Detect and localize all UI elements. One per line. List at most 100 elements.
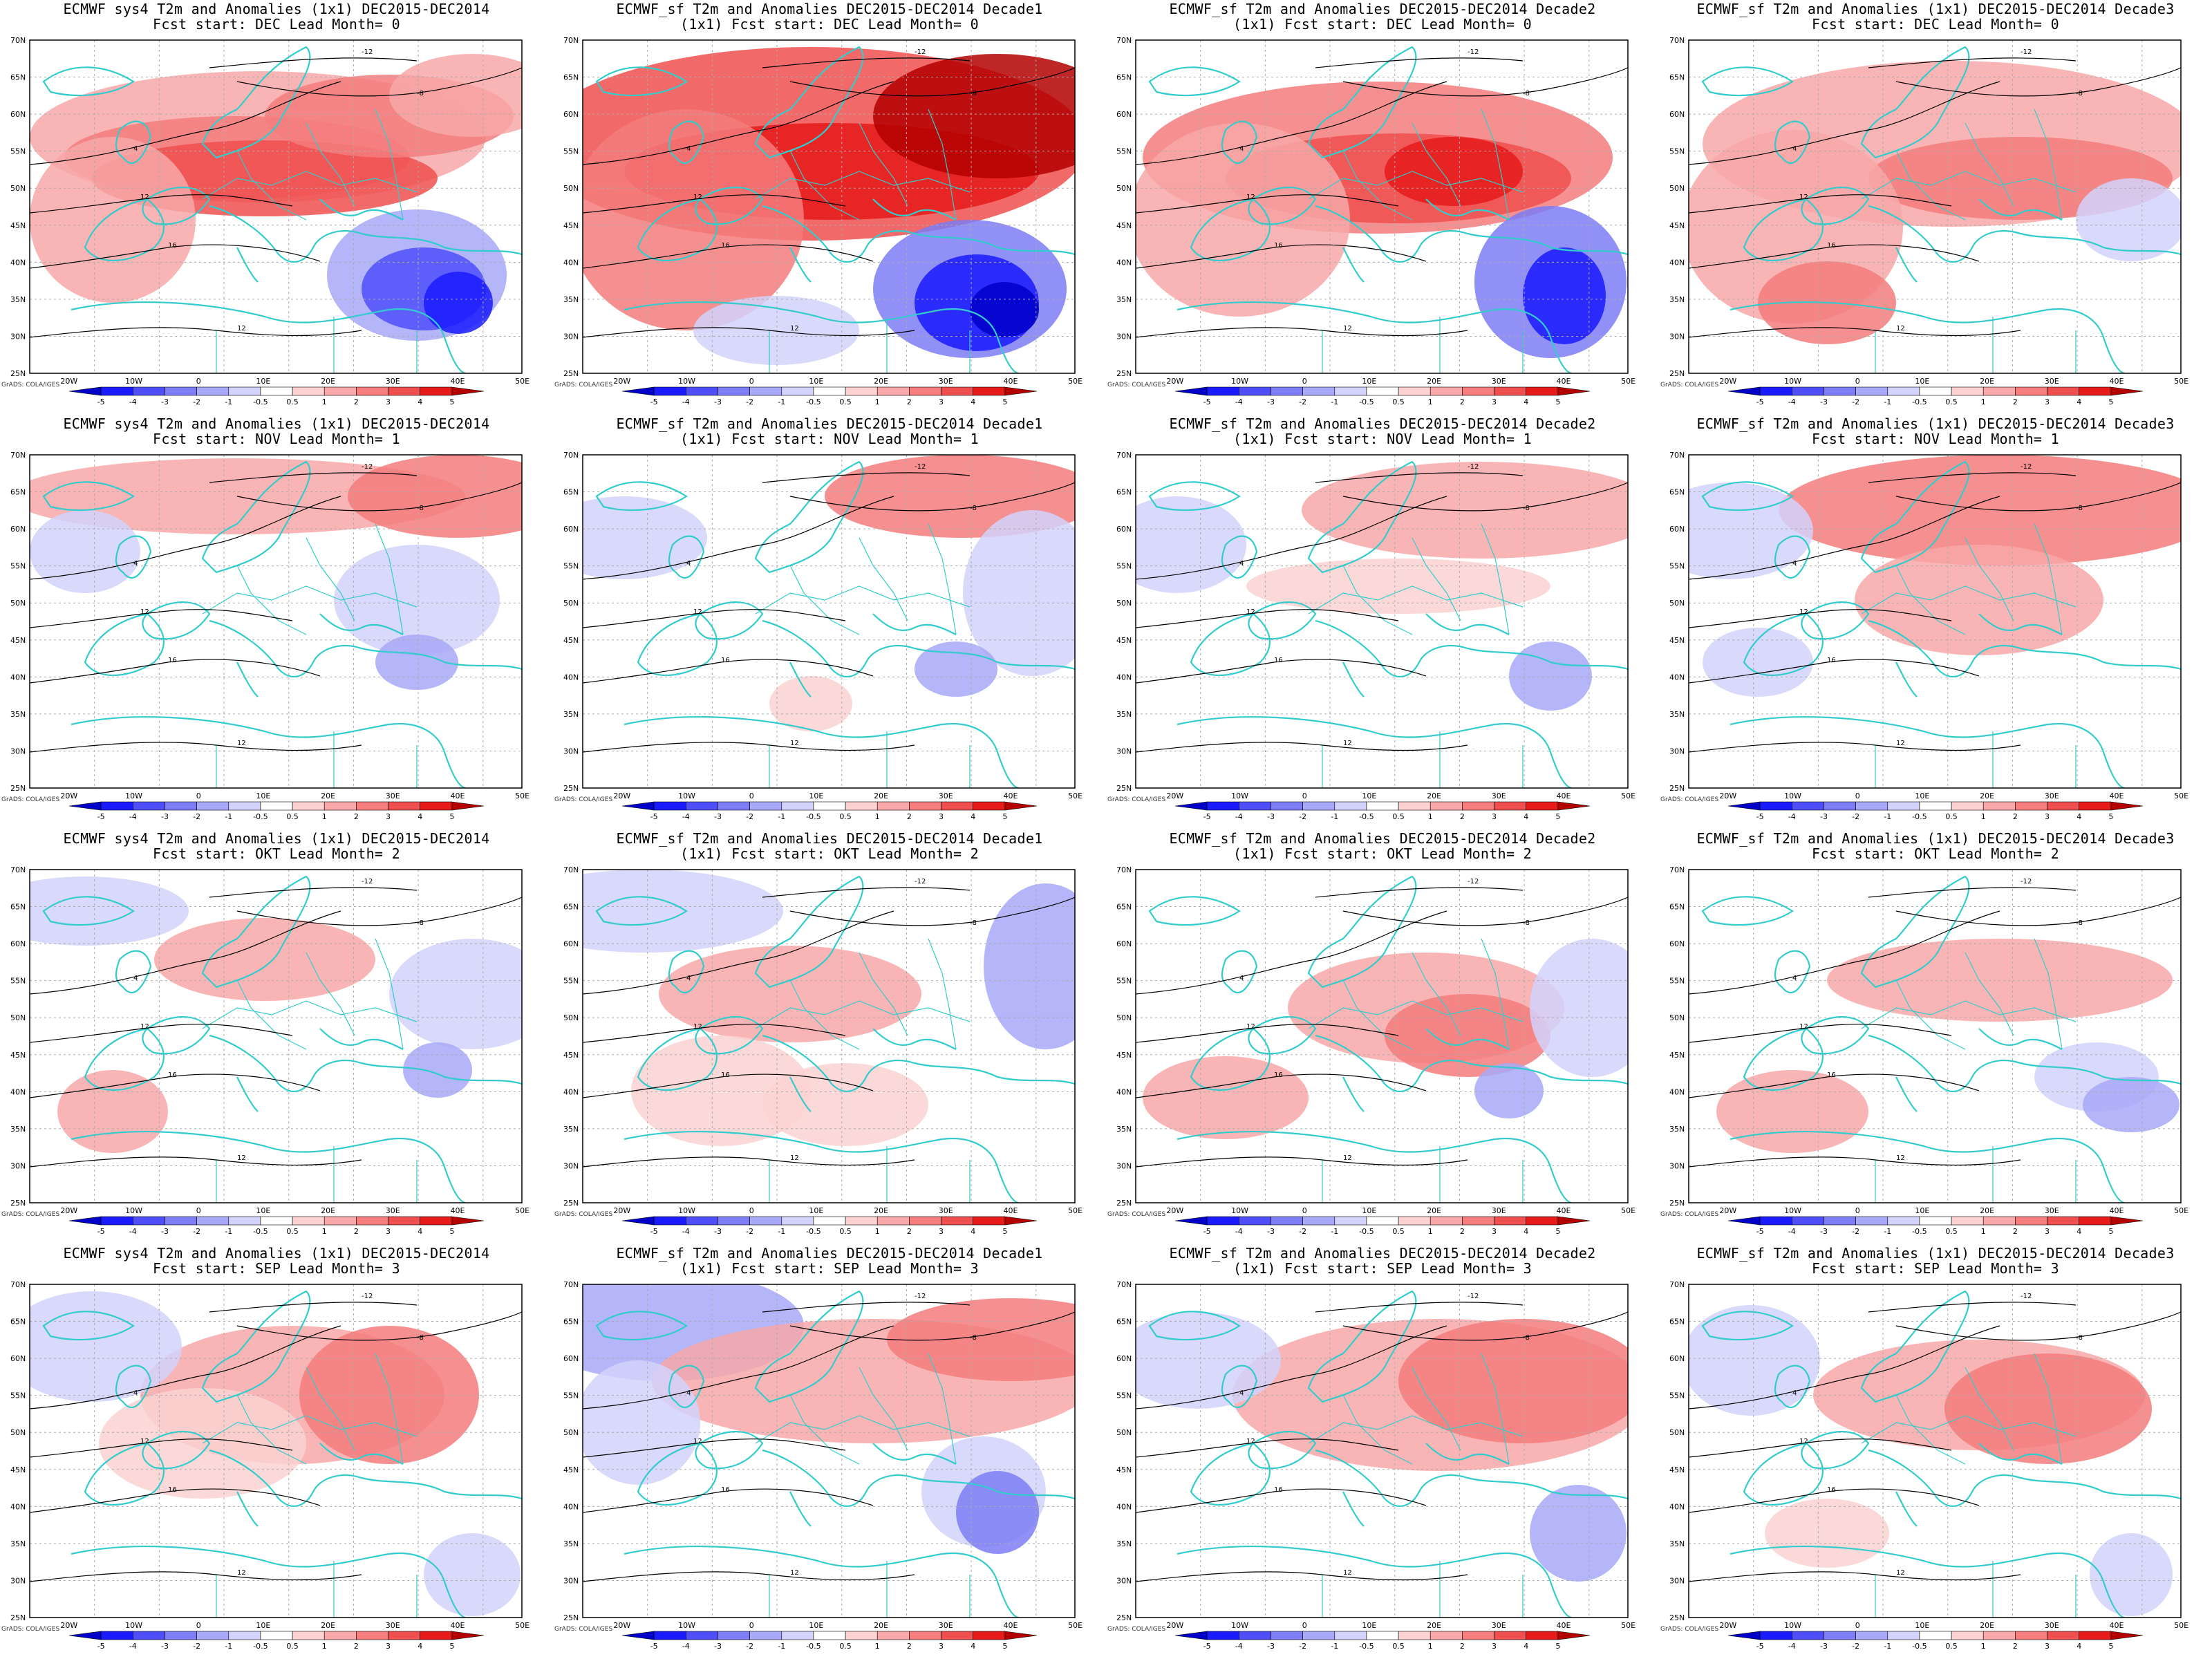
contour-label: 12	[237, 1569, 246, 1577]
colorbar-segment	[941, 1631, 973, 1640]
colorbar-segment	[1824, 386, 1856, 396]
anomaly-shading	[583, 870, 1075, 1146]
panel-title: ECMWF sys4 T2m and Anomalies (1x1) DEC20…	[0, 416, 553, 447]
anomaly-region	[1530, 1485, 1627, 1582]
colorbar-segment	[909, 801, 941, 811]
coastline	[201, 875, 311, 988]
colorbar-segment	[1174, 1631, 1208, 1640]
colorbar-tick-label: -2	[746, 1227, 753, 1236]
colorbar-segment	[100, 1631, 133, 1640]
coastline	[42, 66, 135, 97]
contour-label: -8	[2076, 1334, 2083, 1342]
contour-label: 12	[1896, 1569, 1905, 1577]
lon-tick-label: 10W	[1784, 1621, 1801, 1630]
contour-label: 4	[133, 975, 138, 982]
panel-title-line2: Fcst start: DEC Lead Month= 0	[153, 16, 400, 32]
colorbar-tick-label: 4	[971, 1642, 975, 1651]
colorbar-segment	[973, 1216, 1006, 1226]
colorbar-segment	[451, 1216, 485, 1226]
lon-tick-label: 20E	[874, 1206, 888, 1215]
border-line	[1342, 980, 1413, 1050]
graticule	[30, 40, 522, 373]
coastline	[84, 1027, 165, 1091]
panel-title-line1: ECMWF_sf T2m and Anomalies DEC2015-DEC20…	[616, 830, 1043, 847]
coastline	[201, 460, 311, 574]
colorbar-tick-label: -5	[650, 1227, 658, 1236]
lat-tick-label: 60N	[1669, 525, 1685, 534]
colorbar-segment	[228, 386, 261, 396]
coastline	[668, 1365, 705, 1409]
colorbar-tick-label: -0.5	[1359, 812, 1374, 821]
lon-tick-label: 20E	[874, 377, 888, 386]
lon-tick-label: 50E	[1068, 1621, 1082, 1630]
colorbar-segment	[813, 386, 846, 396]
colorbar-tick-label: -3	[161, 1227, 169, 1236]
colorbar-tick-label: -0.5	[253, 1227, 268, 1236]
colorbar-segment	[420, 1631, 453, 1640]
lat-tick-label: 50N	[563, 1428, 579, 1437]
panel-title: ECMWF_sf T2m and Anomalies DEC2015-DEC20…	[553, 1, 1106, 32]
border-line	[1861, 585, 2077, 615]
contour-line	[236, 482, 522, 512]
coastline	[1730, 716, 2105, 753]
colorbar: -5 -4 -3 -2 -1 -0.5 0.5 1 2 3 4 5	[1727, 386, 2144, 406]
contour-line	[583, 1074, 874, 1098]
lon-tick-label: 0	[1302, 377, 1307, 386]
coastline	[872, 613, 957, 635]
border-line	[2034, 109, 2063, 221]
panel-title-line1: ECMWF_sf T2m and Anomalies (1x1) DEC2015…	[1696, 415, 2175, 432]
colorbar-tick-label: 3	[1492, 1642, 1497, 1651]
colorbar-segment	[1494, 1216, 1526, 1226]
contour-label: 4	[133, 560, 138, 568]
colorbar-tick-label: -1	[778, 1227, 785, 1236]
colorbar: -5 -4 -3 -2 -1 -0.5 0.5 1 2 3 4 5	[1174, 1216, 1591, 1236]
lon-tick-label: 40E	[1556, 791, 1571, 800]
coastline	[236, 1076, 259, 1112]
panel-title-line2: (1x1) Fcst start: NOV Lead Month= 1	[680, 431, 979, 447]
colorbar-tick-label: -1	[225, 1642, 232, 1651]
lat-tick-label: 70N	[1669, 865, 1685, 874]
temperature-contours: 4 12 16 12 -8 -12	[1689, 48, 2181, 338]
colorbar-segment	[324, 386, 357, 396]
colorbar-tick-label: -1	[1884, 1227, 1891, 1236]
colorbar-tick-label: 3	[939, 1227, 944, 1236]
colorbar-segment	[686, 1216, 718, 1226]
border-line	[1481, 109, 1510, 221]
colorbar-segment	[1366, 1631, 1399, 1640]
contour-line	[1342, 482, 1628, 512]
colorbar-segment	[845, 1631, 878, 1640]
anomaly-region	[583, 1360, 700, 1485]
anomaly-map: 4121612-8-1270N65N60N55N50N45N40N35N30N2…	[1669, 865, 2188, 1236]
coastline	[595, 1311, 688, 1341]
lat-tick-label: 25N	[10, 1199, 26, 1208]
lon-tick-label: 50E	[1068, 1206, 1082, 1215]
map-frame	[1135, 454, 1629, 789]
contour-line	[1689, 327, 2021, 338]
coastlines	[595, 46, 1075, 373]
coastline	[624, 1131, 999, 1168]
contour-label: -8	[1523, 90, 1530, 97]
colorbar-segment	[1239, 801, 1271, 811]
contour-line	[1315, 472, 1524, 483]
contour-line	[1136, 659, 1427, 684]
colorbar-tick-label: 0.5	[286, 397, 299, 406]
graticule	[30, 455, 522, 788]
coastline	[1860, 875, 1970, 988]
colorbar-tick-label: 4	[1524, 397, 1528, 406]
colorbar-tick-label: 5	[2108, 1227, 2113, 1236]
colorbar-segment	[1887, 386, 1920, 396]
contour-line	[1136, 910, 1447, 995]
colorbar: -5 -4 -3 -2 -1 -0.5 0.5 1 2 3 4 5	[621, 1216, 1038, 1236]
colorbar-segment	[1004, 1631, 1038, 1640]
contour-line	[1868, 57, 2077, 68]
coastline	[1148, 481, 1241, 512]
colorbar-segment	[686, 386, 718, 396]
colorbar-segment	[718, 1631, 750, 1640]
contour-line	[1136, 1571, 1468, 1582]
colorbar-tick-label: -5	[1203, 1227, 1211, 1236]
lat-tick-label: 25N	[10, 784, 26, 793]
lat-tick-label: 50N	[1669, 1428, 1685, 1437]
colorbar-segment	[2110, 1631, 2144, 1640]
colorbar-segment	[1462, 1631, 1494, 1640]
coastline	[996, 751, 1019, 788]
